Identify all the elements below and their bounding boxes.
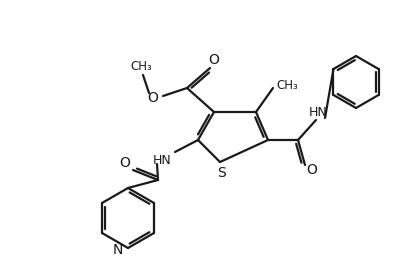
Text: O: O: [148, 91, 158, 105]
Text: O: O: [120, 156, 130, 170]
Text: O: O: [307, 163, 318, 177]
Text: HN: HN: [308, 106, 327, 119]
Text: HN: HN: [152, 153, 171, 166]
Text: CH₃: CH₃: [276, 79, 298, 92]
Text: CH₃: CH₃: [130, 60, 152, 73]
Text: S: S: [218, 166, 227, 180]
Text: N: N: [113, 243, 123, 257]
Text: O: O: [209, 53, 219, 67]
